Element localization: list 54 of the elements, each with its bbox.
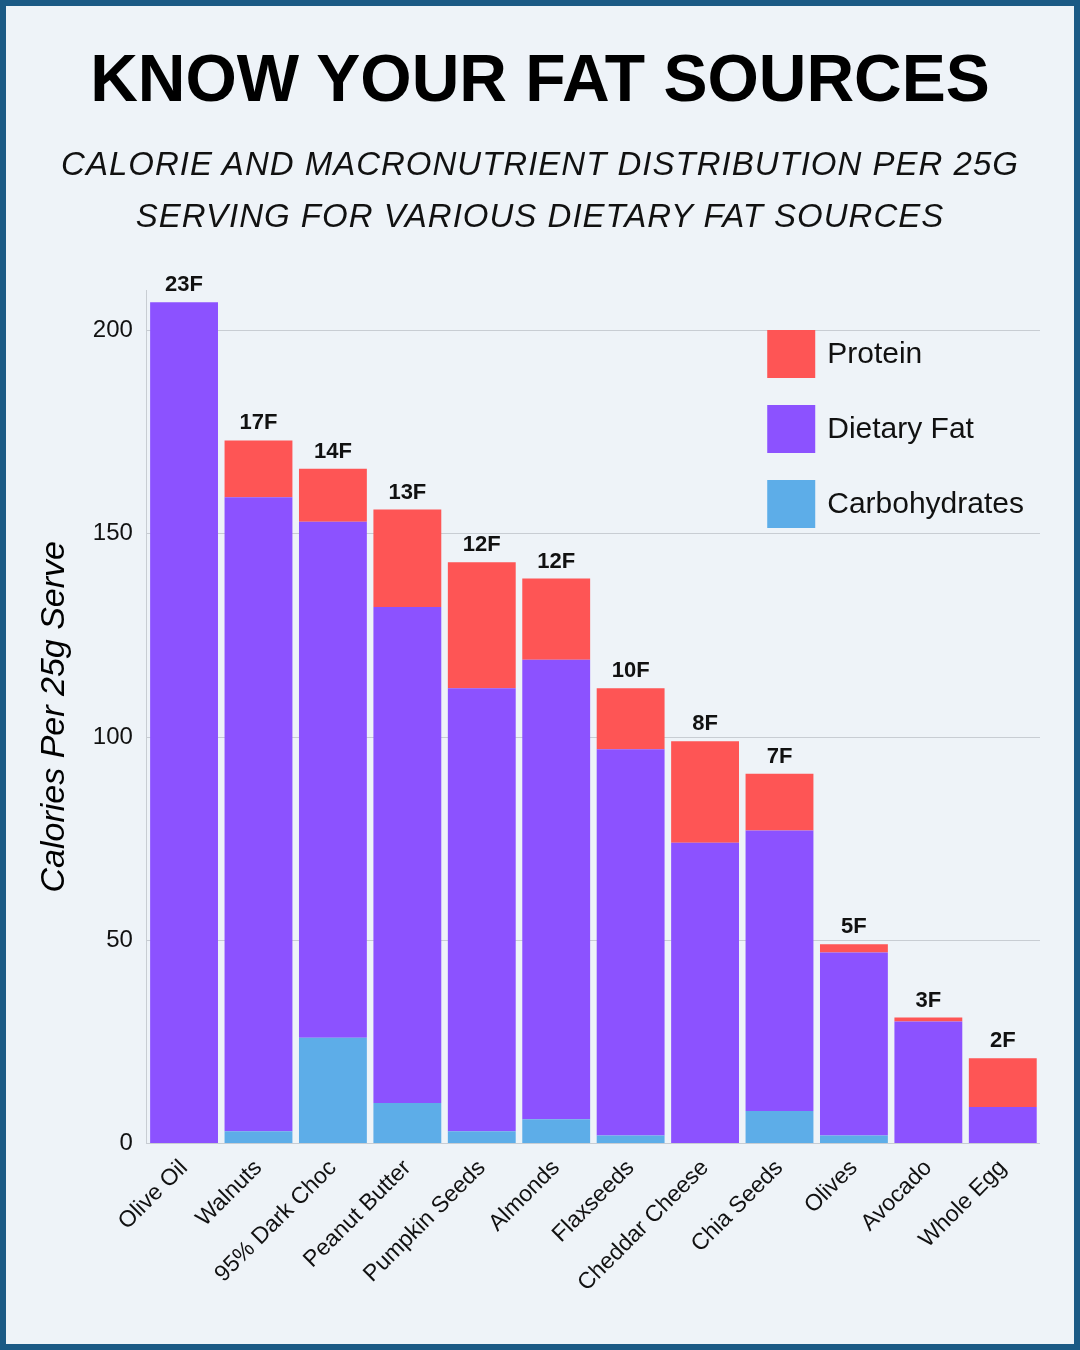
y-tick-label: 100	[92, 721, 133, 749]
bar	[150, 302, 218, 1144]
bar	[968, 1106, 1037, 1144]
bar	[819, 944, 888, 953]
annotation: 10F	[611, 657, 650, 683]
bar	[522, 1119, 591, 1144]
annotation: 12F	[462, 531, 501, 557]
bar	[373, 1102, 442, 1144]
bar	[745, 773, 814, 831]
bar	[522, 659, 591, 1120]
bar	[819, 1135, 888, 1144]
y-tick-label: 50	[106, 924, 133, 952]
annotation: 14F	[313, 437, 352, 463]
chart-title: KNOW YOUR FAT SOURCES	[89, 40, 991, 116]
bar	[298, 521, 367, 1038]
annotation: 17F	[239, 409, 278, 435]
y-tick-label: 200	[92, 315, 133, 343]
annotation: 13F	[388, 478, 427, 504]
bar	[671, 842, 739, 1144]
bar	[894, 1021, 963, 1144]
bar	[373, 509, 442, 608]
bar	[298, 468, 367, 522]
bar	[447, 562, 516, 689]
bar	[894, 1017, 963, 1022]
annotation: 2F	[989, 1027, 1016, 1053]
bar	[224, 1131, 293, 1144]
bar	[745, 830, 814, 1112]
bar	[522, 578, 591, 660]
annotation: 8F	[692, 710, 718, 736]
y-axis-title: Calories Per 25g Serve	[32, 541, 71, 893]
bar	[968, 1058, 1037, 1107]
bar	[596, 1135, 665, 1144]
bar	[596, 688, 665, 750]
bar	[447, 1131, 516, 1144]
bar	[298, 1037, 367, 1144]
chart-subtitle: CALORIE AND MACRONUTRIENT DISTRIBUTION PER 25G SERVING FOR VARIOUS DIETARY FAT SOURCES	[60, 144, 1020, 236]
legend-label: Carbohydrates	[827, 486, 1025, 520]
bar	[224, 497, 293, 1132]
bar	[224, 440, 293, 498]
annotation: 23F	[165, 271, 204, 297]
bar	[447, 688, 516, 1132]
annotation: 7F	[766, 742, 793, 768]
y-tick-label: 0	[119, 1128, 133, 1156]
bar	[596, 749, 665, 1136]
bar	[819, 952, 888, 1136]
legend-label: Dietary Fat	[827, 411, 975, 445]
annotation: 5F	[841, 913, 867, 939]
bar	[745, 1111, 814, 1144]
bar	[671, 741, 739, 843]
y-tick-label: 150	[92, 518, 133, 546]
legend-label: Protein	[827, 336, 923, 370]
annotation: 3F	[915, 986, 942, 1012]
annotation: 12F	[537, 547, 576, 573]
bar	[373, 607, 442, 1103]
